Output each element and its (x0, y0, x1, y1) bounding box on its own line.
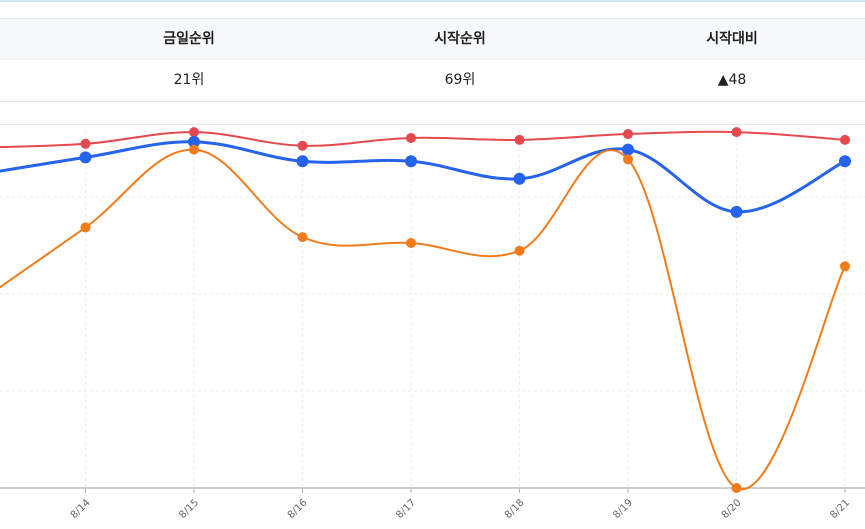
data-point (839, 155, 851, 168)
x-tick-label: 8/14 (69, 497, 93, 521)
data-point (405, 155, 417, 168)
data-point (188, 135, 200, 148)
data-point (79, 151, 92, 164)
data-point (731, 483, 742, 493)
data-point (623, 154, 633, 165)
data-point (840, 134, 850, 145)
data-point (296, 155, 309, 168)
x-tick-label: 8/17 (394, 497, 418, 521)
series-line (0, 130, 846, 149)
x-tick-label: 8/16 (286, 497, 310, 521)
x-tick-label: 8/19 (611, 497, 635, 521)
header-start-rank: 시작순위 (434, 31, 486, 47)
start-rank-value: 69위 (444, 72, 476, 88)
data-point (297, 232, 308, 243)
chart-divider (0, 124, 865, 125)
header-today-rank: 금일순위 (163, 31, 215, 47)
data-point (622, 143, 634, 156)
rank-summary-table: 금일순위 시작순위 시작대비 21위 69위 ▲48 (0, 18, 865, 102)
rank-table-row: 21위 69위 ▲48 (0, 60, 865, 101)
data-point (80, 138, 91, 149)
data-point (731, 127, 742, 138)
data-point (297, 140, 308, 151)
data-point (514, 245, 525, 256)
data-point (406, 132, 416, 143)
x-tick-label: 8/15 (177, 497, 201, 521)
data-point (80, 222, 91, 233)
x-tick-label: 8/18 (503, 497, 527, 521)
rank-table-header: 금일순위 시작순위 시작대비 (0, 19, 865, 60)
data-point (189, 127, 199, 138)
today-rank-value: 21위 (173, 72, 205, 88)
header-change: 시작대비 (706, 31, 758, 47)
rank-change-value: ▲48 (717, 72, 747, 88)
series-line (0, 148, 846, 491)
top-divider (0, 0, 865, 2)
data-point (189, 144, 199, 155)
series-line (0, 140, 847, 214)
data-point (623, 129, 633, 140)
data-point (406, 237, 416, 248)
x-tick-label: 8/21 (828, 497, 852, 521)
data-point (730, 205, 743, 218)
data-point (840, 261, 850, 272)
data-point (514, 134, 525, 145)
data-point (513, 172, 526, 185)
x-tick-label: 8/20 (720, 497, 744, 521)
